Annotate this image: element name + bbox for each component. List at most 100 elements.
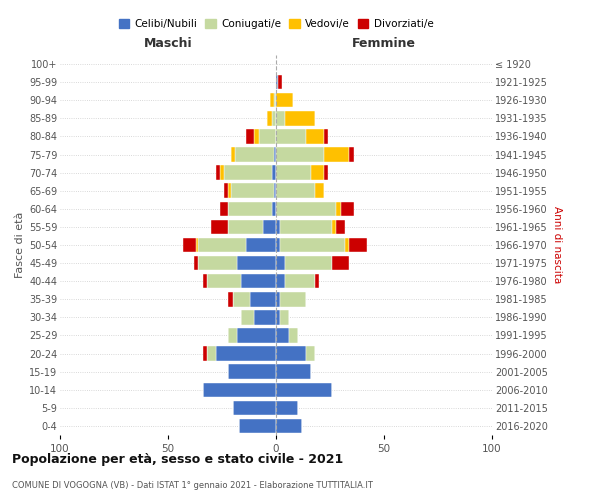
Bar bbox=[207, 274, 241, 288]
Bar bbox=[323, 148, 349, 162]
Bar bbox=[276, 202, 337, 216]
Bar bbox=[284, 274, 315, 288]
Bar bbox=[337, 220, 345, 234]
Bar bbox=[323, 129, 328, 144]
Bar bbox=[241, 274, 276, 288]
Bar bbox=[315, 184, 323, 198]
Bar bbox=[278, 75, 283, 90]
Bar bbox=[207, 346, 215, 361]
Bar bbox=[276, 111, 284, 126]
Bar bbox=[276, 328, 289, 342]
Bar bbox=[284, 111, 315, 126]
Bar bbox=[229, 328, 237, 342]
Bar bbox=[284, 256, 332, 270]
Bar bbox=[345, 238, 349, 252]
Bar bbox=[229, 184, 230, 198]
Bar bbox=[337, 202, 341, 216]
Bar bbox=[276, 292, 280, 306]
Bar bbox=[233, 292, 250, 306]
Bar bbox=[203, 382, 276, 397]
Bar bbox=[237, 256, 276, 270]
Bar bbox=[274, 93, 276, 108]
Bar bbox=[332, 220, 337, 234]
Bar bbox=[280, 220, 332, 234]
Bar bbox=[280, 238, 345, 252]
Bar bbox=[235, 148, 274, 162]
Bar bbox=[194, 256, 198, 270]
Text: Maschi: Maschi bbox=[143, 36, 193, 50]
Bar bbox=[220, 166, 224, 180]
Bar bbox=[272, 202, 276, 216]
Bar bbox=[229, 364, 276, 379]
Bar bbox=[224, 166, 272, 180]
Bar bbox=[229, 202, 272, 216]
Text: Femmine: Femmine bbox=[352, 36, 416, 50]
Bar bbox=[263, 220, 276, 234]
Bar bbox=[274, 148, 276, 162]
Bar bbox=[203, 346, 207, 361]
Bar bbox=[220, 202, 229, 216]
Bar bbox=[276, 382, 332, 397]
Bar bbox=[246, 238, 276, 252]
Bar bbox=[196, 238, 198, 252]
Bar bbox=[215, 166, 220, 180]
Bar bbox=[349, 238, 367, 252]
Bar bbox=[203, 274, 207, 288]
Bar bbox=[289, 328, 298, 342]
Bar bbox=[237, 328, 276, 342]
Bar bbox=[311, 166, 323, 180]
Bar bbox=[233, 400, 276, 415]
Y-axis label: Anni di nascita: Anni di nascita bbox=[551, 206, 562, 284]
Bar bbox=[280, 292, 306, 306]
Bar bbox=[269, 93, 274, 108]
Bar bbox=[274, 184, 276, 198]
Bar bbox=[276, 274, 284, 288]
Bar bbox=[230, 184, 274, 198]
Bar bbox=[272, 166, 276, 180]
Bar bbox=[276, 75, 278, 90]
Bar bbox=[276, 184, 315, 198]
Bar bbox=[276, 148, 323, 162]
Bar bbox=[276, 256, 284, 270]
Bar bbox=[306, 129, 323, 144]
Text: Popolazione per età, sesso e stato civile - 2021: Popolazione per età, sesso e stato civil… bbox=[12, 452, 343, 466]
Bar bbox=[239, 418, 276, 433]
Bar bbox=[230, 148, 235, 162]
Bar bbox=[276, 346, 306, 361]
Bar bbox=[276, 418, 302, 433]
Bar bbox=[254, 310, 276, 324]
Legend: Celibi/Nubili, Coniugati/e, Vedovi/e, Divorziati/e: Celibi/Nubili, Coniugati/e, Vedovi/e, Di… bbox=[115, 14, 437, 33]
Bar bbox=[224, 184, 229, 198]
Bar bbox=[246, 129, 254, 144]
Bar bbox=[276, 129, 306, 144]
Bar bbox=[276, 310, 280, 324]
Bar bbox=[276, 238, 280, 252]
Bar bbox=[315, 274, 319, 288]
Bar bbox=[306, 346, 315, 361]
Bar bbox=[229, 292, 233, 306]
Text: COMUNE DI VOGOGNA (VB) - Dati ISTAT 1° gennaio 2021 - Elaborazione TUTTITALIA.IT: COMUNE DI VOGOGNA (VB) - Dati ISTAT 1° g… bbox=[12, 481, 373, 490]
Bar bbox=[276, 364, 311, 379]
Bar bbox=[276, 400, 298, 415]
Bar bbox=[341, 202, 354, 216]
Bar bbox=[323, 166, 328, 180]
Bar bbox=[215, 346, 276, 361]
Bar bbox=[268, 111, 272, 126]
Bar bbox=[254, 129, 259, 144]
Bar bbox=[276, 93, 293, 108]
Bar bbox=[183, 238, 196, 252]
Bar bbox=[229, 220, 263, 234]
Bar bbox=[259, 129, 276, 144]
Bar bbox=[332, 256, 349, 270]
Bar bbox=[349, 148, 354, 162]
Y-axis label: Fasce di età: Fasce di età bbox=[14, 212, 25, 278]
Bar bbox=[272, 111, 276, 126]
Bar bbox=[276, 166, 311, 180]
Bar bbox=[211, 220, 229, 234]
Bar bbox=[198, 238, 246, 252]
Bar bbox=[198, 256, 237, 270]
Bar bbox=[250, 292, 276, 306]
Bar bbox=[280, 310, 289, 324]
Bar bbox=[241, 310, 254, 324]
Bar bbox=[276, 220, 280, 234]
